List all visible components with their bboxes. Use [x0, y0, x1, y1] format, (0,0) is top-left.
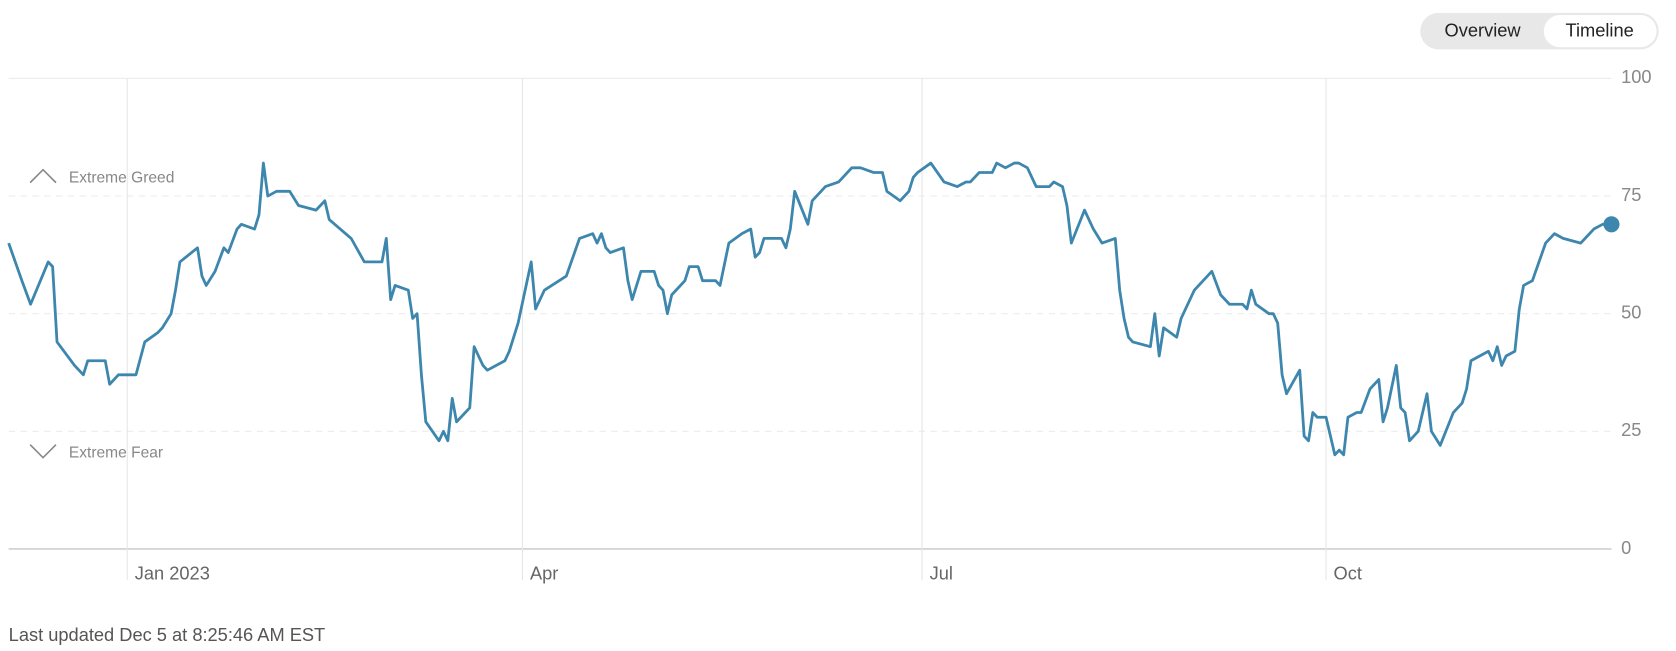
tab-label[interactable]: Timeline: [1566, 20, 1634, 41]
fear-icon: [29, 444, 57, 459]
x-tick-label: Jan 2023: [135, 563, 210, 584]
series-line: [7, 161, 1612, 457]
y-tick-label: 75: [1621, 184, 1641, 205]
y-tick-label: 0: [1621, 537, 1631, 558]
annotation: Extreme Fear: [69, 444, 163, 461]
tab-selected[interactable]: [1543, 15, 1657, 48]
footer: Last updated Dec 5 at 8:25:46 AM EST: [9, 624, 326, 645]
y-tick-label: 25: [1621, 419, 1641, 440]
annotation: Extreme Greed: [69, 169, 175, 186]
x-tick-label: Oct: [1334, 563, 1362, 584]
tab-label[interactable]: Overview: [1445, 20, 1522, 41]
annotations: Extreme Greed Extreme Fear: [29, 168, 175, 461]
y-tick-label: 50: [1621, 302, 1641, 323]
greed-icon: [29, 168, 57, 184]
latest-point: [1603, 216, 1620, 233]
x-tick-label: Apr: [530, 563, 558, 584]
y-tick-label: 100: [1621, 66, 1651, 87]
x-tick-label: Jul: [930, 563, 953, 584]
